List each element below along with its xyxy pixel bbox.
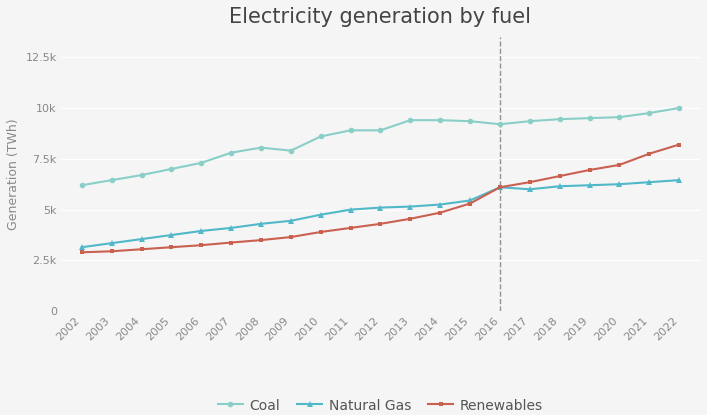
Coal	[615, 115, 624, 120]
Line: Renewables: Renewables	[79, 142, 682, 255]
Coal	[346, 128, 355, 133]
Renewables	[346, 225, 355, 230]
Natural Gas	[137, 237, 146, 242]
Renewables	[675, 142, 684, 147]
Y-axis label: Generation (TWh): Generation (TWh)	[7, 118, 20, 230]
Coal	[107, 178, 116, 183]
Coal	[556, 117, 564, 122]
Natural Gas	[675, 178, 684, 183]
Natural Gas	[645, 180, 653, 185]
Renewables	[645, 151, 653, 156]
Natural Gas	[286, 218, 295, 223]
Natural Gas	[406, 204, 414, 209]
Renewables	[317, 229, 325, 234]
Coal	[257, 145, 265, 150]
Natural Gas	[556, 184, 564, 189]
Natural Gas	[376, 205, 385, 210]
Title: Electricity generation by fuel: Electricity generation by fuel	[230, 7, 532, 27]
Renewables	[107, 249, 116, 254]
Coal	[286, 148, 295, 153]
Renewables	[585, 168, 594, 173]
Renewables	[78, 250, 86, 255]
Coal	[406, 118, 414, 123]
Coal	[167, 166, 175, 171]
Coal	[585, 116, 594, 121]
Renewables	[257, 238, 265, 243]
Natural Gas	[167, 232, 175, 237]
Renewables	[286, 234, 295, 239]
Renewables	[466, 201, 474, 206]
Natural Gas	[585, 183, 594, 188]
Natural Gas	[227, 225, 235, 230]
Natural Gas	[615, 182, 624, 187]
Natural Gas	[496, 185, 504, 190]
Coal	[197, 160, 206, 165]
Renewables	[525, 180, 534, 185]
Natural Gas	[436, 202, 445, 207]
Coal	[645, 110, 653, 115]
Coal	[525, 119, 534, 124]
Coal	[227, 150, 235, 155]
Coal	[317, 134, 325, 139]
Renewables	[197, 243, 206, 248]
Coal	[137, 173, 146, 178]
Renewables	[556, 173, 564, 178]
Natural Gas	[107, 241, 116, 246]
Natural Gas	[78, 245, 86, 250]
Coal	[436, 118, 445, 123]
Renewables	[436, 210, 445, 215]
Natural Gas	[317, 212, 325, 217]
Legend: Coal, Natural Gas, Renewables: Coal, Natural Gas, Renewables	[211, 392, 550, 415]
Natural Gas	[257, 221, 265, 226]
Natural Gas	[525, 187, 534, 192]
Renewables	[615, 162, 624, 167]
Renewables	[227, 240, 235, 245]
Renewables	[137, 247, 146, 252]
Renewables	[167, 245, 175, 250]
Coal	[675, 105, 684, 110]
Line: Coal: Coal	[79, 105, 682, 188]
Coal	[496, 122, 504, 127]
Natural Gas	[197, 229, 206, 234]
Natural Gas	[466, 198, 474, 203]
Renewables	[496, 185, 504, 190]
Line: Natural Gas: Natural Gas	[79, 177, 682, 250]
Coal	[466, 119, 474, 124]
Renewables	[376, 221, 385, 226]
Natural Gas	[346, 207, 355, 212]
Renewables	[406, 216, 414, 221]
Coal	[78, 183, 86, 188]
Coal	[376, 128, 385, 133]
